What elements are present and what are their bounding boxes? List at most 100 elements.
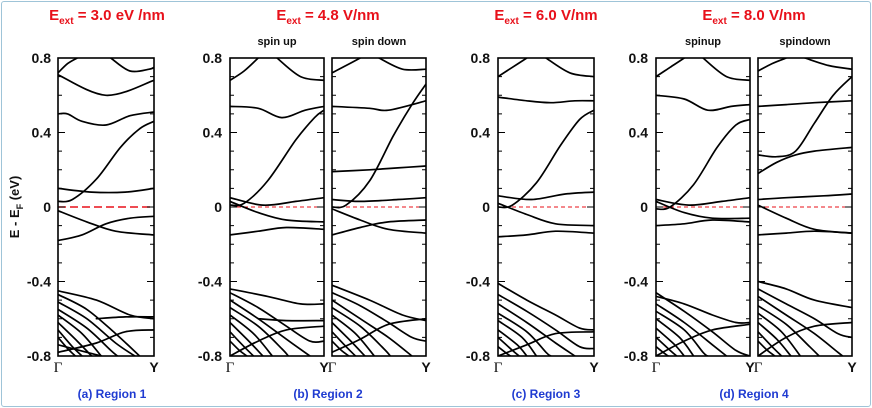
- energy-band: [230, 58, 260, 82]
- energy-band: [230, 196, 324, 207]
- energy-band: [498, 191, 594, 201]
- energy-band: [230, 105, 324, 119]
- energy-band: [758, 295, 844, 356]
- panel-frame: [497, 57, 595, 357]
- y-tick-label: -0.4: [27, 274, 51, 290]
- energy-band: [332, 99, 426, 112]
- bands: [332, 58, 426, 356]
- energy-band: [758, 75, 852, 158]
- energy-band: [332, 317, 426, 354]
- energy-band: [58, 215, 154, 242]
- energy-band: [758, 193, 852, 201]
- energy-band: [498, 282, 594, 331]
- energy-band: [332, 299, 413, 356]
- region-3: Eext = 6.0 V/nm0.80.40-0.4-0.8Γ Y(c) Regi…: [466, 7, 599, 401]
- x-tick-y: Y: [589, 359, 599, 375]
- energy-band: [58, 329, 154, 354]
- energy-band: [702, 58, 750, 82]
- y-tick-label: 0: [43, 199, 51, 215]
- energy-band: [332, 196, 426, 203]
- energy-band: [498, 329, 528, 356]
- panel-frame: [757, 57, 853, 357]
- energy-band: [498, 319, 538, 356]
- energy-band: [332, 291, 426, 342]
- region-title: Eext = 6.0 V/nm: [494, 7, 597, 27]
- energy-band: [656, 118, 750, 211]
- energy-band: [545, 58, 594, 78]
- energy-band: [332, 306, 392, 356]
- x-tick-y: Y: [149, 359, 159, 375]
- region-caption: (b) Region 2: [293, 387, 363, 401]
- region-title: Eext = 4.8 V/nm: [276, 7, 379, 27]
- energy-band: [656, 94, 750, 112]
- energy-band: [656, 196, 750, 206]
- energy-band: [230, 330, 255, 356]
- energy-band: [498, 230, 594, 238]
- energy-band: [332, 83, 426, 209]
- energy-band: [58, 293, 141, 356]
- energy-band: [109, 58, 154, 73]
- energy-band: [332, 314, 376, 356]
- energy-band: [332, 321, 366, 356]
- y-tick-label: 0.4: [471, 125, 491, 141]
- energy-band: [378, 58, 426, 71]
- region-title: Eext = 3.0 eV /nm: [49, 7, 165, 27]
- energy-band: [230, 200, 324, 223]
- energy-band: [498, 58, 528, 78]
- spin-label: spindown: [779, 36, 831, 48]
- y-tick-label: -0.4: [624, 274, 648, 290]
- spin-label: spin up: [257, 36, 296, 48]
- energy-band: [758, 280, 852, 309]
- energy-band: [758, 321, 792, 356]
- region-caption: (d) Region 4: [719, 387, 789, 401]
- energy-band: [804, 58, 852, 71]
- spin-label: spinup: [685, 36, 721, 48]
- energy-band: [276, 58, 324, 82]
- region-caption: (c) Region 3: [512, 387, 581, 401]
- x-tick-gamma: Γ: [754, 360, 763, 376]
- y-tick-label: 0.4: [203, 125, 223, 141]
- x-tick-gamma: Γ: [652, 360, 661, 376]
- energy-band: [758, 204, 852, 234]
- energy-band: [58, 329, 83, 356]
- energy-band: [498, 96, 594, 104]
- x-tick-gamma: Γ: [226, 360, 235, 376]
- bands: [230, 58, 324, 356]
- bands: [656, 58, 750, 356]
- energy-band: [498, 336, 520, 356]
- energy-band: [230, 321, 264, 356]
- bands: [498, 58, 594, 356]
- y-tick-label: 0.4: [629, 125, 649, 141]
- energy-band: [498, 330, 594, 356]
- x-tick-gamma: Γ: [328, 360, 337, 376]
- energy-band: [58, 58, 79, 74]
- energy-band: [257, 317, 324, 322]
- energy-band: [58, 209, 154, 236]
- energy-band: [58, 120, 154, 203]
- energy-band: [230, 299, 311, 356]
- region-title: Eext = 8.0 V/nm: [702, 7, 805, 27]
- region-1: Eext = 3.0 eV /nm0.80.40-0.4-0.8Γ Y(a) Re…: [27, 7, 165, 401]
- energy-band: [656, 327, 686, 356]
- energy-band: [758, 288, 852, 339]
- energy-band: [758, 321, 852, 356]
- panel-frame: [229, 57, 325, 357]
- y-tick-label: -0.8: [624, 348, 648, 364]
- panel-frame: [57, 57, 155, 357]
- energy-band: [758, 312, 802, 356]
- x-tick-gamma: Γ: [494, 360, 503, 376]
- x-tick-y: Y: [421, 359, 431, 375]
- energy-band: [656, 58, 686, 78]
- energy-band: [58, 308, 119, 356]
- energy-band: [332, 219, 426, 236]
- y-tick-label: 0.8: [203, 50, 223, 66]
- energy-band: [758, 304, 820, 356]
- y-tick-label: -0.8: [198, 348, 222, 364]
- y-tick-label: -0.4: [466, 274, 490, 290]
